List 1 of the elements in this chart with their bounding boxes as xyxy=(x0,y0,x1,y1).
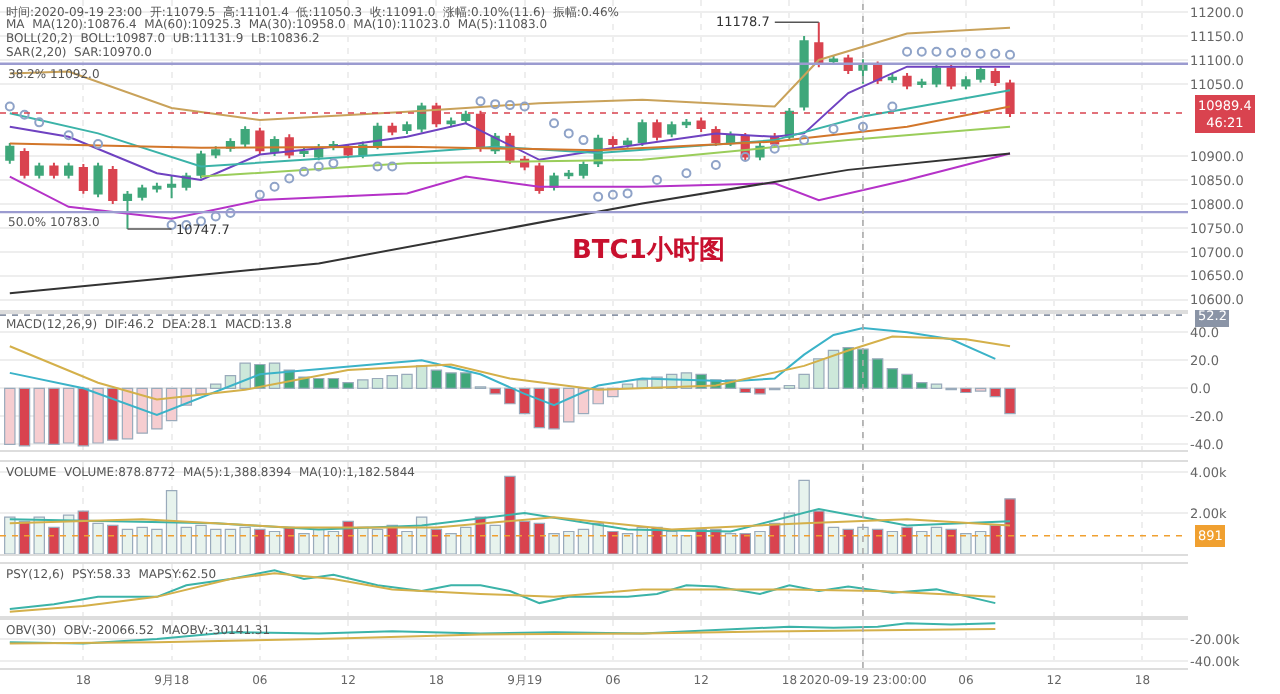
text: BTC1小时图 xyxy=(572,236,725,266)
